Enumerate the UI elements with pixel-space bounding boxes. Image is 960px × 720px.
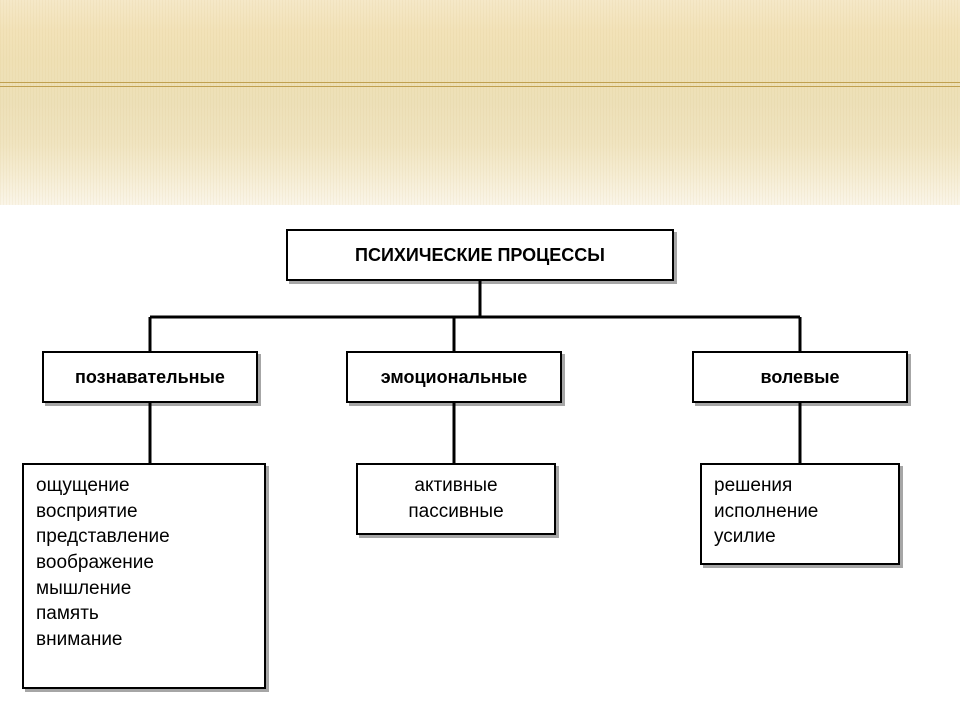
- leaf-emotional: активныепассивные: [356, 463, 556, 535]
- category-volitional-label: волевые: [760, 365, 839, 389]
- list-item: воображение: [36, 550, 154, 576]
- diagram-area: ПСИХИЧЕСКИЕ ПРОЦЕССЫ познавательные эмоц…: [0, 205, 960, 720]
- list-item: активные: [414, 473, 497, 499]
- leaf-volitional: решенияисполнениеусилие: [700, 463, 900, 565]
- list-item: решения: [714, 473, 792, 499]
- category-volitional: волевые: [692, 351, 908, 403]
- list-item: исполнение: [714, 499, 818, 525]
- list-item: ощущение: [36, 473, 130, 499]
- category-cognitive-label: познавательные: [75, 365, 225, 389]
- header-line-1: [0, 82, 960, 83]
- leaf-cognitive: ощущениевосприятиепредставлениевоображен…: [22, 463, 266, 689]
- category-cognitive: познавательные: [42, 351, 258, 403]
- root-label: ПСИХИЧЕСКИЕ ПРОЦЕССЫ: [355, 243, 605, 267]
- list-item: внимание: [36, 627, 123, 653]
- list-item: мышление: [36, 576, 131, 602]
- list-item: память: [36, 601, 99, 627]
- category-emotional-label: эмоциональные: [381, 365, 528, 389]
- list-item: восприятие: [36, 499, 138, 525]
- root-node: ПСИХИЧЕСКИЕ ПРОЦЕССЫ: [286, 229, 674, 281]
- category-emotional: эмоциональные: [346, 351, 562, 403]
- header-band: [0, 0, 960, 205]
- header-line-2: [0, 86, 960, 87]
- list-item: пассивные: [408, 499, 503, 525]
- list-item: представление: [36, 524, 170, 550]
- list-item: усилие: [714, 524, 776, 550]
